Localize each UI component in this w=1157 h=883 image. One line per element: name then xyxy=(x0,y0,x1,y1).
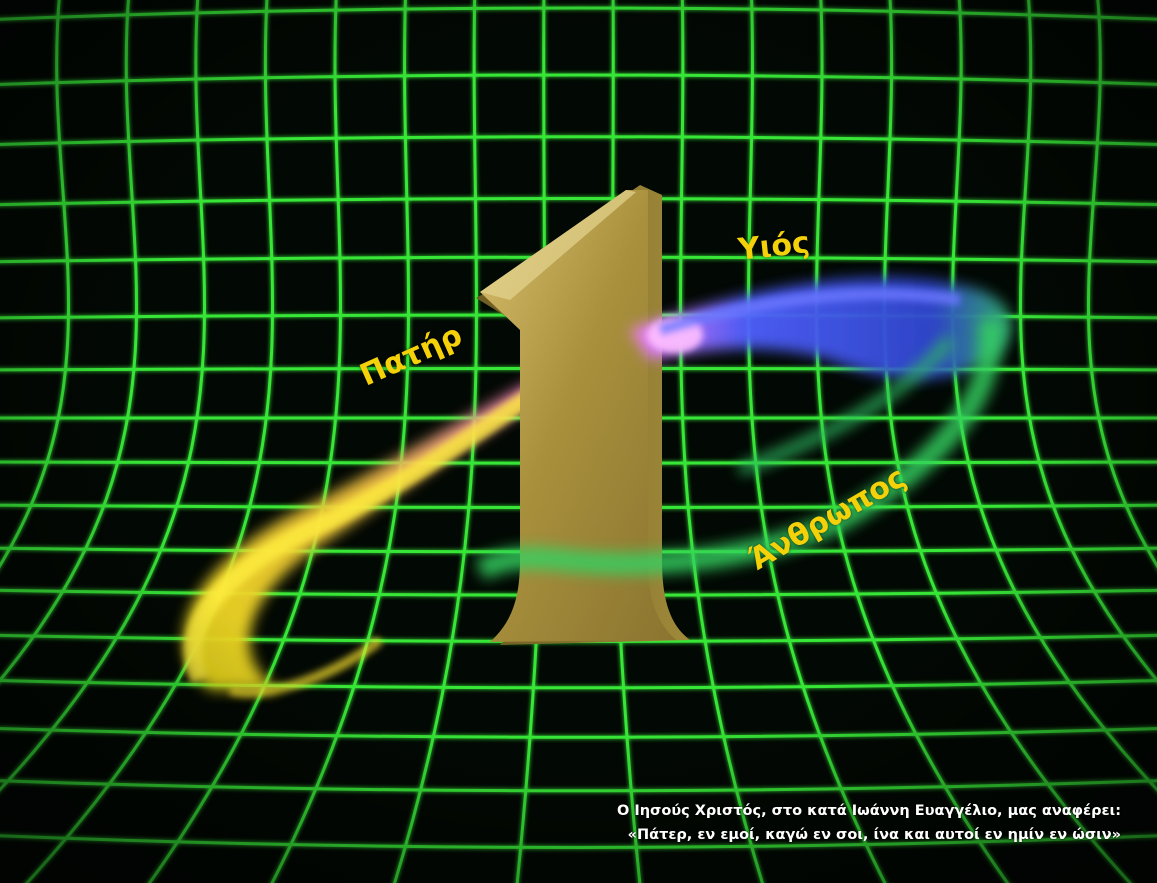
caption-line-2: «Πάτερ, εν εμοί, καγώ εν σοι, ίνα και αυ… xyxy=(627,827,1121,843)
label-son: Υιός xyxy=(736,225,812,268)
caption-quote: Ο Ιησούς Χριστός, στο κατά Ιωάννη Ευαγγέ… xyxy=(617,799,1121,847)
caption-line-1: Ο Ιησούς Χριστός, στο κατά Ιωάννη Ευαγγέ… xyxy=(616,803,1121,819)
